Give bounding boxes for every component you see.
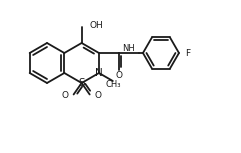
Text: S: S bbox=[78, 78, 85, 88]
Text: OH: OH bbox=[90, 21, 103, 30]
Text: N: N bbox=[95, 68, 103, 78]
Text: F: F bbox=[185, 49, 190, 58]
Text: O: O bbox=[115, 71, 122, 80]
Text: O: O bbox=[95, 91, 102, 100]
Text: NH: NH bbox=[123, 43, 135, 52]
Text: O: O bbox=[62, 91, 69, 100]
Text: CH₃: CH₃ bbox=[105, 80, 120, 88]
